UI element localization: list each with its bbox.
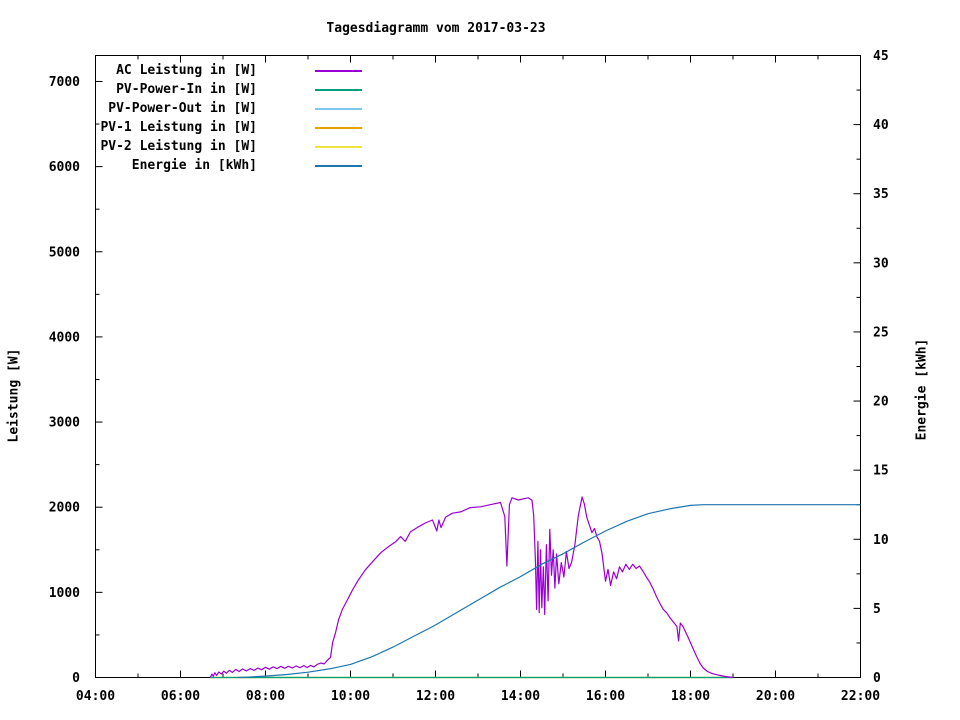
series-ac_power_w [209,496,734,679]
x-tick-label: 16:00 [586,689,625,704]
y1-tick-label: 2000 [49,501,80,516]
y2-tick-label: 25 [873,325,889,340]
x-tick-label: 06:00 [161,689,200,704]
y2-tick-label: 20 [873,395,889,410]
y1-tick-label: 4000 [49,330,80,345]
x-tick-label: 20:00 [756,689,795,704]
x-tick-label: 12:00 [416,689,455,704]
y2-tick-label: 45 [873,49,889,64]
y2-tick-label: 10 [873,533,889,548]
x-tick-label: 18:00 [671,689,710,704]
y2-tick-label: 30 [873,256,889,271]
y2-tick-label: 35 [873,187,889,202]
y2-tick-label: 5 [873,602,881,617]
x-tick-label: 08:00 [246,689,285,704]
x-tick-label: 04:00 [76,689,115,704]
plot-border [95,55,861,678]
y1-tick-label: 1000 [49,586,80,601]
x-tick-label: 10:00 [331,689,370,704]
y1-tick-label: 7000 [49,75,80,90]
y1-tick-label: 0 [72,671,80,686]
series-energy_kwh [237,504,861,679]
x-tick-label: 22:00 [841,689,880,704]
y1-tick-label: 6000 [49,160,80,175]
y2-tick-label: 0 [873,671,881,686]
y1-tick-label: 5000 [49,245,80,260]
y2-tick-label: 15 [873,464,889,479]
y2-tick-label: 40 [873,118,889,133]
chart-title: Tagesdiagramm vom 2017-03-23 [326,21,546,36]
y1-tick-label: 3000 [49,416,80,431]
x-tick-label: 14:00 [501,689,540,704]
